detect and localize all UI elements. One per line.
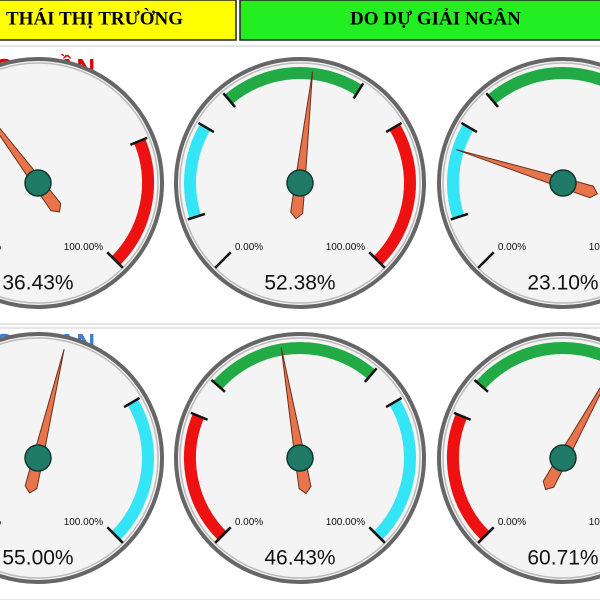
band-tick: [123, 396, 141, 409]
gauge-rim: [179, 62, 421, 304]
band-tick: [460, 121, 478, 134]
gauge-band: [373, 123, 416, 266]
section-box: [0, 45, 600, 325]
gauge-band: [224, 67, 363, 104]
needle-hub: [286, 169, 314, 197]
band-tick: [197, 121, 215, 134]
tick-label: 100.00%: [589, 517, 600, 528]
gauge-rim: [179, 337, 421, 579]
gauge-value: 36.43%: [2, 272, 73, 295]
gauge-band: [447, 123, 474, 219]
gauge-rim: [0, 337, 159, 579]
band-tick: [187, 212, 206, 221]
tick-mark: [368, 251, 386, 269]
gauge-face: [437, 57, 600, 309]
tick-mark: [106, 526, 124, 544]
tick-label: 0.00%: [498, 517, 526, 528]
tick-label: 0.00%: [498, 242, 526, 253]
band-tick: [485, 92, 500, 108]
gauge-band: [475, 342, 600, 390]
gauge-value: 55.00%: [2, 547, 73, 570]
band-tick: [453, 411, 472, 421]
gauge-rim: [0, 62, 159, 304]
gauge-band: [447, 413, 490, 541]
band-tick: [210, 379, 226, 393]
needle-hub: [286, 444, 314, 472]
section-box: [0, 327, 600, 600]
tick-label: 0.00%: [235, 242, 263, 253]
gauge-band: [212, 342, 376, 390]
gauge-value: 46.43%: [264, 547, 335, 570]
tick-mark: [477, 251, 495, 269]
band-tick: [222, 92, 237, 108]
tick-mark: [368, 526, 386, 544]
header-right-box: [239, 0, 600, 41]
gauge-value: 60.71%: [527, 547, 598, 570]
gauge-value: 52.38%: [264, 272, 335, 295]
band-tick: [129, 136, 148, 146]
gauge-band: [111, 398, 154, 541]
tick-mark: [477, 526, 495, 544]
needle-hub: [24, 444, 52, 472]
needle-hub: [24, 169, 52, 197]
tick-mark: [214, 251, 232, 269]
tick-label: 0.00%: [0, 517, 1, 528]
tick-label: 0.00%: [0, 242, 1, 253]
band-tick: [473, 379, 489, 393]
tick-label: 100.00%: [326, 517, 366, 528]
gauge-rim: [442, 337, 600, 579]
tick-mark: [106, 251, 124, 269]
band-tick: [385, 121, 403, 134]
gauge-band: [184, 123, 211, 219]
band-tick: [385, 396, 403, 409]
gauge-face: [0, 57, 164, 309]
header-right: DO DỰ GIẢI NGÂN: [350, 7, 521, 29]
gauge-band: [111, 138, 154, 266]
band-tick: [352, 82, 365, 100]
band-tick: [363, 367, 378, 383]
tick-label: 100.00%: [589, 242, 600, 253]
tick-label: 0.00%: [235, 517, 263, 528]
needle-hub: [549, 169, 577, 197]
needle-hub: [549, 444, 577, 472]
tick-label: 100.00%: [326, 242, 366, 253]
header-left: THÁI THỊ TRƯỜNG: [6, 7, 183, 29]
gauge-rim: [442, 62, 600, 304]
tick-label: 100.00%: [64, 242, 104, 253]
gauge-band: [373, 398, 416, 541]
tick-mark: [214, 526, 232, 544]
gauge-band: [184, 413, 227, 541]
gauge-value: 23.10%: [527, 272, 598, 295]
gauge-band: [487, 67, 600, 104]
band-tick: [190, 411, 209, 421]
gauge-face: [0, 332, 164, 584]
tick-label: 100.00%: [64, 517, 104, 528]
band-tick: [450, 212, 469, 221]
header-left-box: [0, 0, 237, 41]
gauges: 0.00% 100.00% 36.43% 0.00% 100.00% 52.38% 0.00…: [0, 57, 600, 584]
